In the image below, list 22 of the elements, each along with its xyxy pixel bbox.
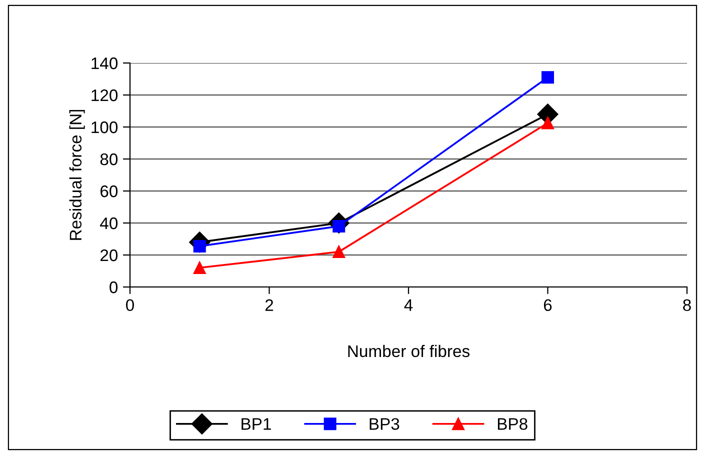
- y-tick-label: 40: [100, 217, 118, 230]
- y-axis-title: Residual force [N]: [69, 110, 85, 240]
- y-tick-label: 0: [110, 281, 118, 294]
- point: [193, 262, 206, 274]
- x-tick-label: 2: [265, 299, 274, 311]
- y-tick-label: 140: [92, 57, 118, 70]
- x-tick-label: 8: [683, 299, 691, 312]
- legend-label: BP8: [498, 418, 528, 430]
- x-axis-title: Number of fibres: [348, 344, 470, 358]
- y-tick-label: 60: [100, 185, 118, 198]
- x-tick-label: 6: [544, 299, 552, 312]
- legend-label: BP3: [370, 418, 400, 430]
- y-tick-label: 80: [100, 153, 118, 166]
- x-tick-label: 4: [404, 299, 413, 311]
- legend-label: BP1: [242, 418, 271, 430]
- y-tick-label: 100: [92, 121, 118, 134]
- point: [332, 246, 346, 258]
- point: [542, 71, 554, 84]
- y-tick-label: 20: [100, 249, 118, 262]
- y-tick-label: 120: [92, 89, 118, 102]
- x-tick-label: 0: [126, 299, 134, 312]
- point: [542, 116, 554, 130]
